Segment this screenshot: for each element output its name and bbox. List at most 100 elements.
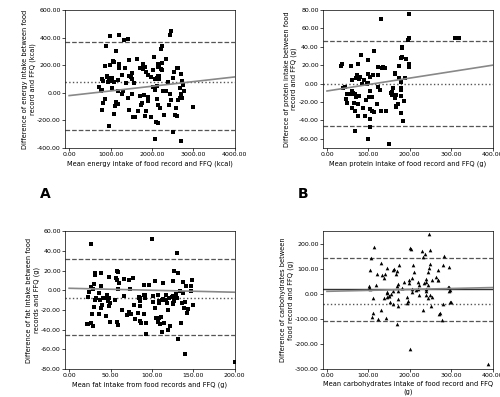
Point <box>164 307 172 313</box>
Point <box>360 77 368 83</box>
Point <box>115 280 123 286</box>
Point <box>118 72 126 78</box>
Point <box>154 72 162 79</box>
Point <box>366 88 374 94</box>
Point <box>91 270 99 276</box>
Point <box>141 64 149 71</box>
Point <box>164 102 172 108</box>
Y-axis label: Difference of energy intake between food
record and FFQ (kcal): Difference of energy intake between food… <box>22 10 36 148</box>
Point <box>362 81 370 87</box>
Point <box>131 114 139 120</box>
Point <box>360 104 368 111</box>
Point <box>368 310 376 316</box>
Point <box>399 118 407 125</box>
Point <box>158 314 166 320</box>
Point <box>138 100 145 106</box>
Point <box>398 79 406 85</box>
Point <box>130 80 138 87</box>
Point <box>378 64 386 71</box>
Point <box>98 99 106 106</box>
Point <box>447 299 455 305</box>
Point <box>176 85 184 91</box>
Point <box>96 83 104 90</box>
Point <box>154 102 162 108</box>
Point <box>444 284 452 291</box>
Point <box>145 282 153 289</box>
Point <box>141 295 149 301</box>
Point <box>153 83 161 89</box>
Point <box>157 46 165 52</box>
Point <box>405 61 413 67</box>
Point <box>88 311 96 317</box>
Point <box>394 281 402 287</box>
Point <box>174 65 182 71</box>
Point <box>140 92 148 98</box>
Point <box>102 295 110 301</box>
Point <box>97 305 105 311</box>
Point <box>357 52 365 58</box>
Point <box>172 250 180 256</box>
Point <box>88 284 96 290</box>
Point <box>153 96 161 102</box>
Point <box>114 77 122 83</box>
Point <box>365 285 373 292</box>
Point <box>172 291 180 297</box>
Point <box>114 286 122 292</box>
Point <box>374 64 382 70</box>
Point <box>106 300 114 306</box>
Point <box>154 64 162 70</box>
Point <box>172 112 179 118</box>
Point <box>174 270 182 277</box>
Point <box>360 113 368 119</box>
Point <box>102 96 110 102</box>
Point <box>356 74 364 80</box>
Point <box>425 265 433 272</box>
Point <box>178 300 186 306</box>
Point <box>366 124 374 130</box>
Point <box>394 296 402 302</box>
Point <box>366 106 374 112</box>
Point <box>129 114 137 120</box>
Point <box>390 266 398 273</box>
Point <box>340 85 347 91</box>
Point <box>189 302 197 308</box>
Point <box>174 65 182 71</box>
Point <box>112 99 120 105</box>
Point <box>365 94 373 100</box>
Point <box>142 69 150 75</box>
Point <box>395 63 403 69</box>
Point <box>407 246 415 252</box>
Point <box>369 71 377 78</box>
Point <box>164 327 172 333</box>
Point <box>148 236 156 242</box>
Point <box>177 91 185 97</box>
Point <box>127 73 135 80</box>
Point <box>170 68 178 75</box>
Point <box>155 76 163 83</box>
Point <box>426 247 434 253</box>
Point <box>114 88 122 94</box>
Point <box>120 276 128 282</box>
Point <box>378 272 386 278</box>
Point <box>368 94 376 100</box>
Point <box>138 101 145 108</box>
Point <box>95 290 103 297</box>
Point <box>140 63 147 69</box>
Point <box>140 282 147 289</box>
Point <box>176 71 184 77</box>
Point <box>406 35 413 41</box>
Point <box>398 54 406 60</box>
Point <box>424 231 432 237</box>
Point <box>419 306 427 313</box>
Point <box>172 295 180 301</box>
Point <box>382 108 390 114</box>
Point <box>136 295 144 301</box>
Point <box>404 294 411 300</box>
Point <box>420 279 428 286</box>
Point <box>110 59 118 66</box>
Point <box>113 268 121 275</box>
Point <box>166 31 174 38</box>
Point <box>388 89 396 95</box>
Point <box>135 294 143 300</box>
Point <box>344 100 351 106</box>
